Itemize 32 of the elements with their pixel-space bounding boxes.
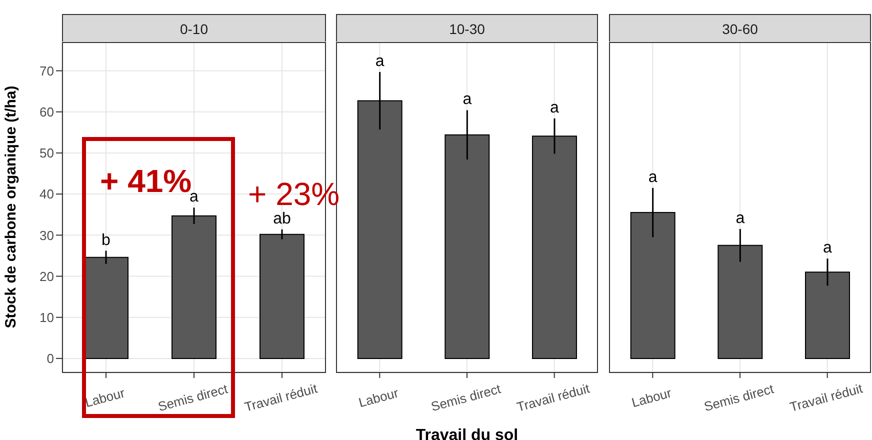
bar	[260, 234, 304, 359]
y-tick-label: 0	[46, 351, 54, 366]
data-label: a	[375, 53, 384, 70]
x-axis-title: Travail du sol	[416, 427, 518, 440]
data-label: a	[736, 210, 745, 227]
x-tick-label: Semis direct	[429, 381, 503, 414]
data-label: b	[102, 232, 111, 249]
y-tick-label: 10	[40, 310, 54, 325]
x-tick-label: Labour	[630, 385, 674, 410]
x-tick-label: Semis direct	[702, 381, 776, 414]
chart-title: 30-60	[609, 14, 871, 43]
x-tick-label: Travail réduit	[242, 380, 320, 415]
y-tick-label: 30	[40, 228, 54, 243]
data-label: a	[823, 240, 832, 257]
x-tick-label: Travail réduit	[515, 380, 592, 415]
x-tick-label: Travail réduit	[788, 380, 865, 415]
data-label: ab	[273, 210, 291, 228]
data-label: a	[550, 99, 560, 116]
data-label: a	[648, 168, 658, 186]
y-tick-label: 70	[40, 63, 54, 78]
y-tick-label: 60	[40, 104, 54, 120]
x-tick-label: Labour	[83, 385, 127, 410]
x-tick-label: Semis direct	[156, 381, 230, 414]
data-label: a	[190, 188, 199, 206]
y-tick-label: 40	[40, 186, 54, 202]
chart-title: 10-30	[336, 14, 598, 43]
y-tick-label: 20	[40, 268, 54, 284]
data-label: a	[462, 91, 472, 108]
y-axis-title: Stock de carbone organique (t/ha)	[2, 86, 20, 328]
y-tick-label: 50	[40, 146, 54, 161]
chart-title: 0-10	[62, 14, 326, 43]
x-tick-label: Labour	[357, 385, 401, 410]
